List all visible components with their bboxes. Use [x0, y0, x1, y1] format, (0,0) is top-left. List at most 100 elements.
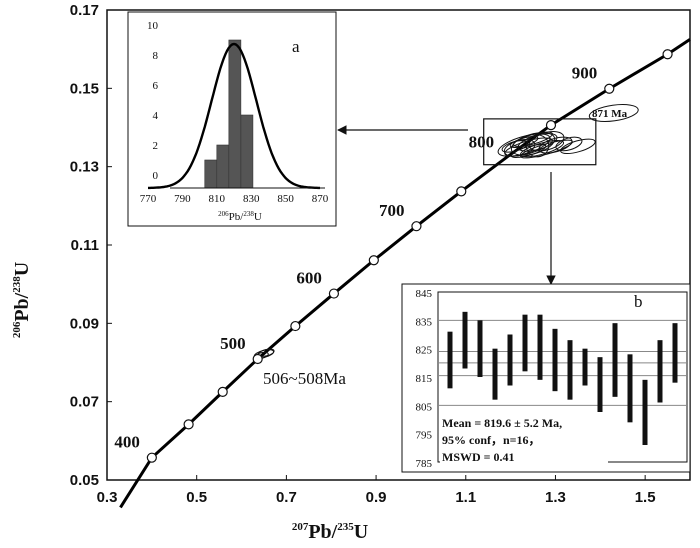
y-axis-label: 206Pb/238U: [11, 262, 33, 338]
y-tick-label: 0.09: [70, 315, 99, 332]
histogram-y-tick-label: 0: [153, 170, 159, 182]
mean-stats-line-2: 95% conf，n=16，: [442, 433, 541, 447]
analysis-ellipse: [520, 139, 573, 159]
age-label: 900: [572, 64, 598, 83]
x-tick-label: 0.9: [366, 489, 387, 506]
concordia-age-marker: [368, 255, 379, 266]
histogram-y-tick-label: 6: [153, 80, 159, 92]
weighted-mean-error-bar: [657, 340, 663, 403]
histogram-bar: [228, 39, 242, 189]
weighted-mean-y-ticks: 785 795 805 815 825 835 845: [416, 288, 433, 470]
histogram-y-tick-label: 2: [153, 140, 159, 152]
histogram-x-tick-label: 850: [277, 193, 294, 205]
histogram-bar: [240, 114, 254, 189]
weighted-mean-error-bar: [552, 328, 558, 392]
weighted-mean-error-bar: [627, 354, 633, 423]
y-axis-ticks: 0.05 0.07 0.09 0.11 0.13 0.15 0.17: [70, 2, 112, 489]
weighted-mean-error-bar: [537, 314, 543, 380]
age-label: 800: [469, 133, 495, 152]
weighted-mean-y-tick-label: 835: [416, 316, 433, 328]
concordia-age-marker: [183, 419, 194, 430]
age-label: 600: [296, 269, 322, 288]
y-tick-label: 0.11: [71, 237, 99, 254]
weighted-mean-y-tick-label: 805: [416, 401, 433, 413]
analysis-ellipse: [555, 136, 583, 152]
weighted-mean-error-bar: [672, 323, 678, 383]
mean-stats-line-1: Mean = 819.6 ± 5.2 Ma,: [442, 416, 562, 430]
concordia-age-marker: [146, 452, 157, 463]
weighted-mean-error-bars: [447, 311, 678, 445]
histogram-density-curve: [148, 42, 320, 190]
histogram-x-tick-label: 830: [243, 193, 260, 205]
weighted-mean-y-tick-label: 795: [416, 430, 433, 442]
x-tick-label: 0.3: [97, 489, 118, 506]
x-tick-label: 1.1: [455, 489, 476, 506]
analysis-ellipse: [509, 136, 539, 148]
mean-panel-label: b: [634, 292, 643, 311]
weighted-mean-inset: 785 795 805 815 825 835 845 b Mean = 819.6 ± 5…: [401, 283, 691, 473]
histogram-y-ticks: 0 2 4 6 8 10: [147, 20, 159, 182]
analysis-ellipse: [560, 138, 596, 155]
x-tick-label: 1.3: [545, 489, 566, 506]
concordia-age-marker: [411, 221, 422, 232]
histogram-x-tick-label: 770: [140, 193, 157, 205]
weighted-mean-y-tick-label: 815: [416, 373, 433, 385]
weighted-mean-y-tick-label: 845: [416, 288, 433, 300]
concordia-age-markers: [146, 49, 673, 463]
concordia-age-marker: [290, 320, 301, 332]
analysis-ellipse: [519, 140, 565, 158]
x-tick-label: 1.5: [635, 489, 656, 506]
concordia-age-marker: [545, 120, 557, 131]
weighted-mean-error-bar: [447, 331, 453, 389]
weighted-mean-error-bar: [492, 348, 498, 400]
concordia-age-marker: [604, 83, 615, 94]
weighted-mean-error-bar: [612, 323, 618, 397]
analysis-ellipse: [513, 131, 553, 147]
weighted-mean-error-bar: [462, 311, 468, 369]
y-tick-label: 0.05: [70, 472, 99, 489]
weighted-mean-error-bar: [507, 334, 513, 386]
weighted-mean-error-bar: [567, 340, 573, 400]
histogram-x-tick-label: 790: [174, 193, 191, 205]
histogram-x-tick-label: 810: [209, 193, 226, 205]
y-tick-label: 0.13: [70, 159, 99, 176]
weighted-mean-error-bar: [642, 379, 648, 445]
weighted-mean-error-bar: [582, 348, 588, 386]
weighted-mean-y-tick-label: 785: [416, 458, 433, 470]
histogram-y-tick-label: 8: [153, 50, 159, 62]
age-label: 500: [220, 334, 246, 353]
mean-stats-line-3: MSWD = 0.41: [442, 450, 515, 464]
analysis-ellipse: [510, 144, 547, 158]
histogram-y-tick-label: 4: [153, 110, 159, 122]
x-tick-label: 0.5: [186, 489, 207, 506]
concordia-age-marker: [456, 186, 467, 197]
concordia-age-marker: [662, 49, 673, 60]
histogram-y-tick-label: 10: [147, 20, 159, 32]
weighted-mean-error-bar: [477, 320, 483, 377]
histogram-x-ticks: 770 790 810 830 850 870: [140, 193, 329, 205]
histogram-bar: [204, 159, 218, 189]
concordia-age-marker: [328, 288, 340, 299]
age-label: 400: [114, 433, 140, 452]
concordia-age-marker: [217, 386, 228, 397]
discordant-age-label: 871 Ma: [592, 108, 628, 120]
concordia-age-marker: [252, 353, 263, 365]
y-tick-label: 0.15: [70, 80, 99, 97]
x-axis-ticks: 0.3 0.5 0.7 0.9 1.1 1.3 1.5: [97, 475, 656, 506]
histogram-x-label: 206Pb/238U: [218, 210, 262, 223]
zoom-box: [483, 118, 597, 166]
weighted-mean-y-tick-label: 825: [416, 345, 433, 357]
weighted-mean-error-bar: [522, 314, 528, 372]
histogram-panel-label: a: [292, 37, 300, 56]
histogram-bar: [216, 144, 230, 189]
discordant-analysis-ellipse: [588, 104, 639, 122]
y-tick-label: 0.17: [70, 2, 99, 19]
age-label: 700: [379, 201, 405, 220]
weighted-mean-error-bar: [597, 357, 603, 414]
histogram-x-tick-label: 870: [312, 193, 329, 205]
young-cluster-label: 506~508Ma: [263, 369, 346, 388]
analysis-ellipses: [253, 104, 639, 360]
concordia-age-labels: 400 500 600 700 800 900: [114, 64, 597, 452]
